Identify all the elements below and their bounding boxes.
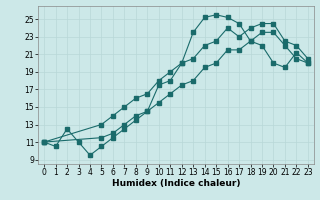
X-axis label: Humidex (Indice chaleur): Humidex (Indice chaleur) (112, 179, 240, 188)
